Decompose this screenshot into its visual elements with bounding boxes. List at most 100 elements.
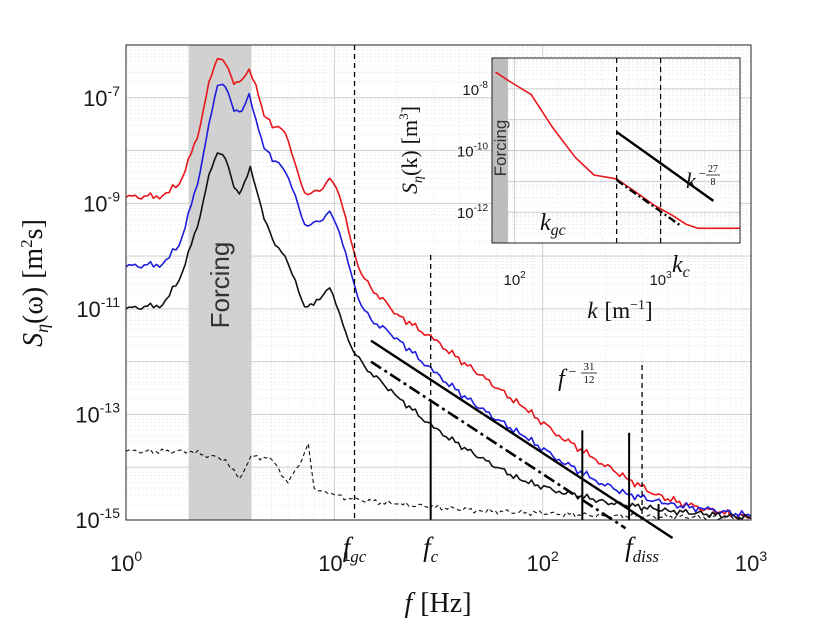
y-axis-label-unit-end: s] [18, 219, 49, 239]
vline-label-gc: fgc [343, 532, 367, 566]
inset-x-tick-label-0-base: 10 [503, 272, 520, 289]
powerlaw-label-num: 31 [584, 361, 595, 373]
inset-axes-box [491, 57, 741, 244]
x-tick-label-1: 101 [318, 548, 350, 576]
inset-vline-label-gc: kgc [540, 210, 566, 239]
vline-label-gc-sym: f [343, 532, 354, 562]
y-axis-label-unit: [m [18, 248, 49, 279]
inset-y-tick-label-2-base: 10 [462, 82, 479, 99]
main-axes-box [125, 44, 752, 521]
series-noise-line [125, 443, 752, 521]
y-tick-label-2-base: 10 [76, 297, 100, 322]
inset-y-tick-label-2-exp: -8 [479, 80, 488, 91]
vline-label-diss-sym: f [625, 532, 636, 562]
y-tick-label-1-base: 10 [75, 402, 99, 427]
x-tick-label-2-exp: 2 [551, 548, 559, 564]
y-axis-label-sup: 2 [17, 239, 36, 248]
y-tick-label-1-exp: -13 [100, 399, 120, 415]
y-tick-label-2-exp: -11 [101, 294, 120, 310]
y-axis-label-arg: (ω) [18, 287, 49, 324]
y-axis-label: Sη(ω) [m2s] [17, 219, 52, 347]
inset-y-tick-label-1: 10-10 [457, 142, 489, 161]
y-tick-label-4: 10-7 [83, 83, 120, 111]
inset-x-tick-label-0: 102 [503, 270, 526, 289]
fit-dashdot-line [370, 360, 627, 530]
x-tick-label-3: 103 [735, 548, 767, 576]
inset-vline-label-c-sub: c [683, 264, 690, 281]
y-tick-label-1: 10-13 [75, 399, 120, 427]
vline-label-c: fc [423, 532, 439, 566]
y-tick-label-4-exp: -7 [108, 83, 121, 99]
x-tick-label-1-exp: 1 [343, 548, 351, 564]
y-tick-label-4-base: 10 [83, 86, 107, 111]
x-tick-label-3-base: 10 [735, 551, 759, 576]
powerlaw-label-den: 12 [584, 374, 595, 386]
series-blue-line [125, 83, 752, 518]
series-black-line [125, 152, 752, 520]
inset-vline-label-c: kc [672, 252, 690, 281]
y-tick-label-0: 10-15 [75, 505, 120, 533]
inset-vline-label-c-sym: k [672, 252, 683, 278]
y-tick-label-2: 10-11 [76, 294, 120, 322]
powerlaw-line [370, 339, 674, 539]
x-axis-label: f [Hz] [404, 588, 471, 619]
powerlaw-label-minus: − [568, 365, 577, 380]
inset-y-tick-label-2: 10-8 [462, 80, 488, 99]
inset-vline-label-gc-sub: gc [551, 222, 566, 239]
inset-forcing-band-rect [492, 58, 508, 243]
inset-y-tick-label-0: 10-12 [457, 203, 489, 222]
inset-y-tick-label-0-base: 10 [457, 205, 474, 222]
inset-y-axis-label-unit-end: ] [397, 106, 422, 113]
vline-label-diss: fdiss [625, 532, 659, 566]
vline-label-c-sub: c [431, 547, 439, 566]
x-tick-label-2: 102 [527, 548, 559, 576]
y-tick-label-3-base: 10 [83, 191, 107, 216]
powerlaw-label: f − [558, 365, 577, 392]
main-forcing-band: Forcing [188, 45, 252, 520]
inset-x-axis-label-sym: k [587, 298, 598, 323]
vline-label-diss-sub: diss [633, 547, 660, 566]
vline-label-c-sym: f [423, 532, 434, 562]
inset-forcing-band: Forcing [491, 58, 510, 243]
inset-grid [492, 58, 740, 243]
x-tick-label-0: 100 [110, 548, 142, 576]
forcing-label: Forcing [205, 242, 235, 329]
y-axis-label-sub: η [32, 324, 52, 333]
inset-vline-label-gc-sym: k [540, 210, 551, 236]
y-tick-label-0-base: 10 [75, 508, 99, 533]
inset-powerlaw-label-minus: − [698, 166, 707, 181]
inset-y-tick-label-1-exp: -10 [474, 142, 489, 153]
inset-powerlaw-line [615, 130, 715, 202]
inset-x-tick-label-1: 103 [649, 270, 672, 289]
inset-powerlaw-label-num: 27 [708, 164, 718, 175]
x-tick-label-0-base: 10 [110, 551, 134, 576]
vline-label-gc-sub: gc [350, 547, 367, 566]
inset-x-axis-label-unit: [m [605, 298, 631, 323]
inset-axis-labels: k [m−1]Sη(k)[m3] [396, 106, 653, 323]
inset-x-tick-label-1-base: 10 [649, 272, 666, 289]
x-tick-label-0-exp: 0 [134, 548, 142, 564]
y-tick-label-3: 10-9 [83, 188, 120, 216]
inset-y-axis-label-sup: 3 [396, 113, 411, 120]
x-axis-label-unit: [Hz] [420, 588, 471, 619]
y-tick-label-0-exp: -15 [100, 505, 120, 521]
y-tick-label-3-exp: -9 [108, 188, 121, 204]
inset-x-axis-label-unit-end: ] [645, 298, 653, 323]
inset-x-axis-label: k [m−1] [587, 298, 652, 323]
x-tick-label-1-base: 10 [318, 551, 342, 576]
inset-y-tick-label-1-base: 10 [457, 144, 474, 161]
inset-y-axis-label-arg: (k) [397, 150, 422, 176]
x-axis-label-sym: f [404, 588, 415, 619]
inset-powerlaw-label-den: 8 [711, 177, 716, 188]
y-axis-label-sym: S [18, 333, 49, 347]
powerlaw-label-sym: f [558, 366, 568, 392]
inset-y-axis-label: Sη(k) [m3] [396, 106, 426, 194]
inset-fit-dashdot-line [615, 179, 681, 226]
inset-powerlaw-label: k − [686, 166, 707, 193]
